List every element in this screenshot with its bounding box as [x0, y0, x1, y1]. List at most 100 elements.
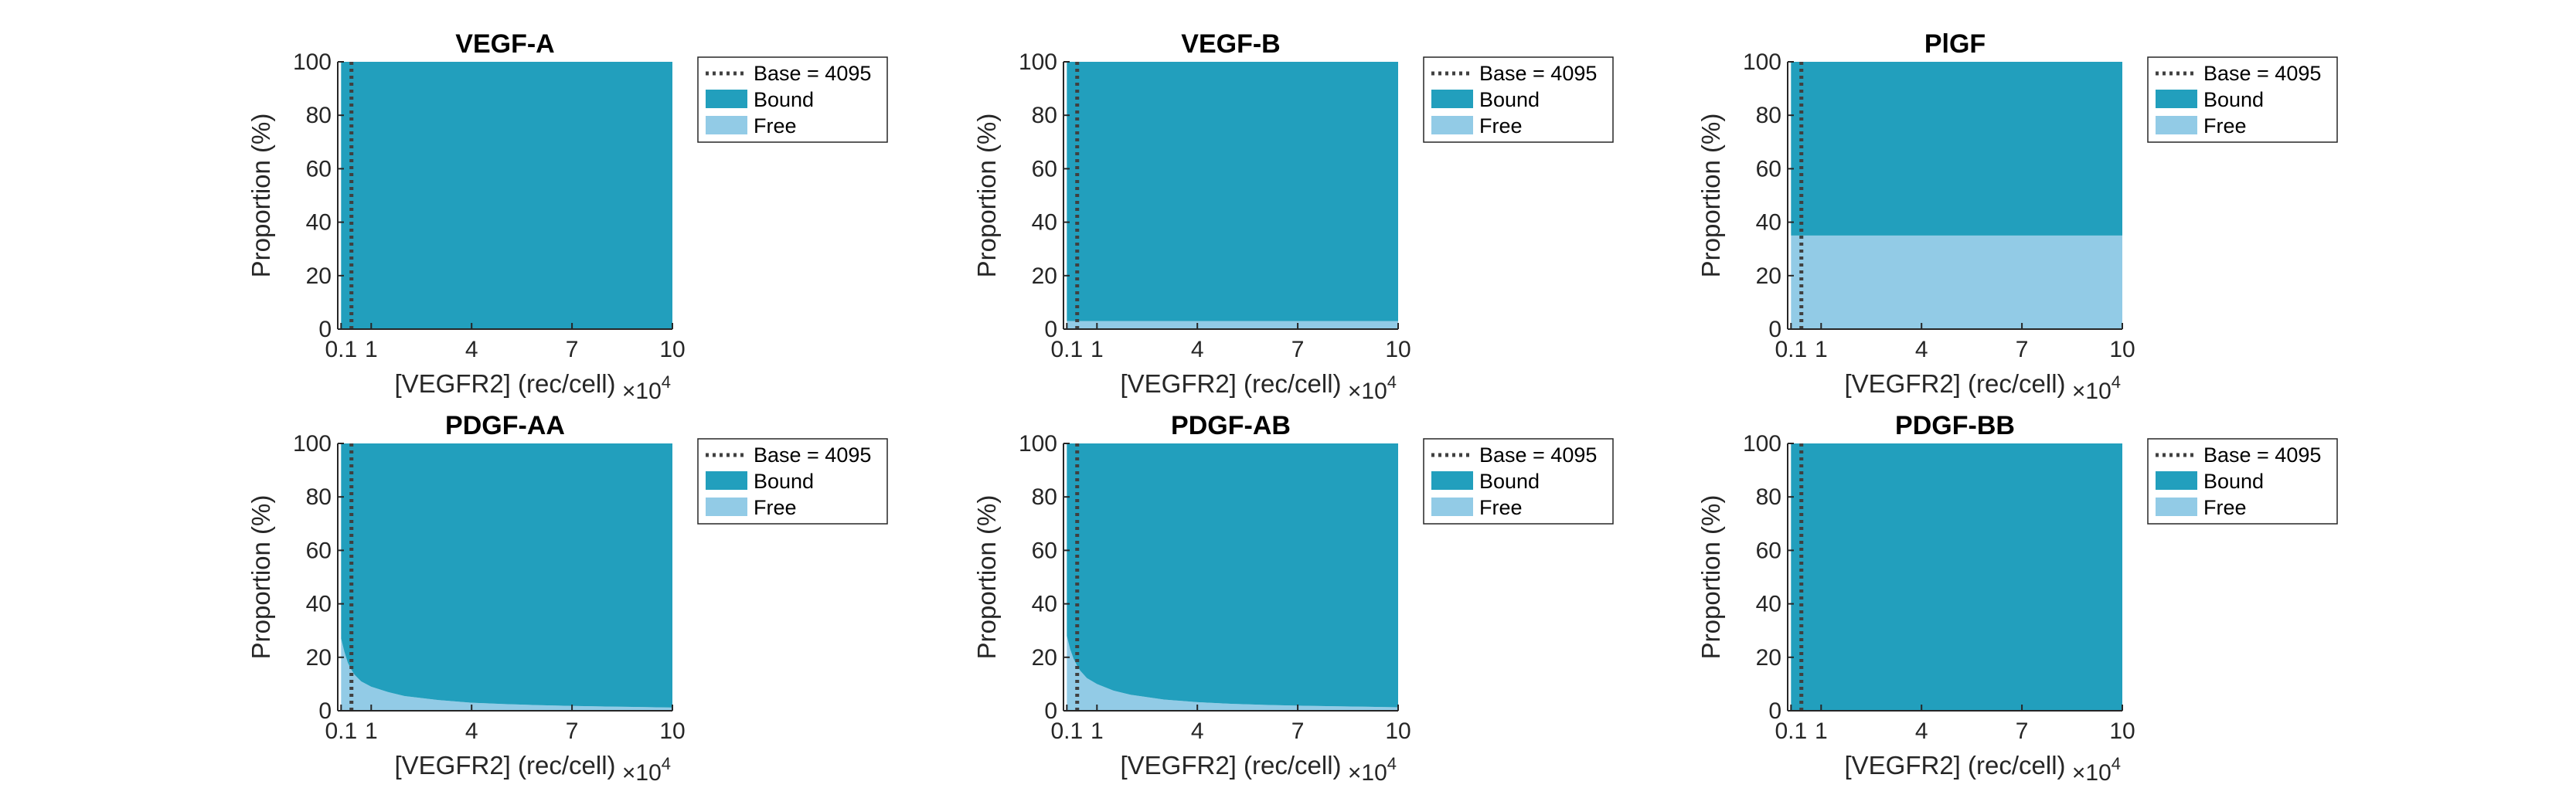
x-tick-label: 4 [1915, 718, 1928, 744]
legend-free-label: Free [1479, 114, 1523, 138]
x-axis-exponent-power: 4 [1387, 754, 1397, 773]
y-axis-label: Proportion (%) [972, 114, 1001, 278]
legend-free-label: Free [754, 496, 797, 519]
x-axis-exponent: ×104 [622, 754, 671, 786]
legend-free-swatch [1431, 116, 1473, 134]
y-tick-label: 60 [1032, 538, 1057, 563]
x-tick-label: 4 [1191, 718, 1204, 744]
y-tick-label: 60 [306, 538, 332, 563]
x-tick-label: 7 [566, 718, 579, 744]
legend-bound-swatch [2156, 90, 2197, 108]
x-tick-label: 1 [1815, 337, 1828, 362]
bound-area [1067, 62, 1398, 321]
y-tick-label: 20 [1032, 645, 1057, 671]
y-tick-label: 80 [1032, 484, 1057, 510]
x-tick-label: 7 [2016, 337, 2029, 362]
y-axis-label: Proportion (%) [247, 495, 275, 660]
y-tick-label: 20 [306, 263, 332, 289]
x-tick-label: 0.1 [1775, 718, 1807, 744]
legend-free-swatch [2156, 498, 2197, 516]
legend-bound-label: Bound [2203, 88, 2264, 111]
subplot-title: PlGF [1924, 29, 1986, 59]
legend-bound-swatch [706, 471, 747, 490]
bound-area [1791, 62, 2122, 236]
y-tick-label: 60 [1756, 538, 1781, 563]
y-tick-label: 0 [318, 698, 332, 724]
x-axis-exponent: ×104 [2072, 372, 2121, 404]
x-axis-exponent-power: 4 [662, 372, 671, 392]
x-tick-label: 4 [1191, 337, 1204, 362]
legend-free-swatch [706, 498, 747, 516]
x-tick-label: 1 [1815, 718, 1828, 744]
x-tick-label: 4 [465, 337, 478, 362]
x-axis-exponent: ×104 [1348, 372, 1397, 404]
x-tick-label: 1 [365, 718, 378, 744]
y-tick-label: 20 [1032, 263, 1057, 289]
x-axis-exponent-base: ×10 [622, 379, 662, 404]
x-tick-label: 4 [1915, 337, 1928, 362]
x-tick-label: 0.1 [325, 718, 357, 744]
y-tick-label: 0 [318, 317, 332, 342]
y-tick-label: 60 [1032, 156, 1057, 182]
legend-free-swatch [706, 116, 747, 134]
x-axis-label: [VEGFR2] (rec/cell) [1844, 751, 2065, 780]
y-tick-label: 40 [1032, 210, 1057, 236]
legend-bound-label: Bound [754, 470, 814, 493]
x-axis-exponent-power: 4 [662, 754, 671, 773]
x-tick-label: 10 [659, 337, 685, 362]
x-axis-exponent-power: 4 [1387, 372, 1397, 392]
subplot-title: PDGF-BB [1895, 411, 2015, 440]
legend-free-label: Free [1479, 496, 1523, 519]
legend-bound-label: Bound [1479, 88, 1540, 111]
x-tick-label: 0.1 [1050, 337, 1083, 362]
legend-free-label: Free [754, 114, 797, 138]
y-axis-label: Proportion (%) [1696, 495, 1725, 660]
y-tick-label: 100 [293, 431, 332, 457]
y-axis-label: Proportion (%) [972, 495, 1001, 660]
y-tick-label: 60 [306, 156, 332, 182]
legend-bound-swatch [2156, 471, 2197, 490]
free-area [1067, 321, 1398, 329]
y-tick-label: 80 [1756, 484, 1781, 510]
x-tick-label: 4 [465, 718, 478, 744]
free-area [341, 638, 672, 711]
legend-free-label: Free [2203, 496, 2247, 519]
x-tick-label: 10 [2109, 337, 2135, 362]
y-tick-label: 80 [1756, 103, 1781, 128]
legend-bound-label: Bound [754, 88, 814, 111]
y-tick-label: 80 [306, 103, 332, 128]
x-tick-label: 0.1 [1775, 337, 1807, 362]
legend-base-label: Base = 4095 [2203, 443, 2321, 467]
legend-free-swatch [2156, 116, 2197, 134]
y-tick-label: 0 [1044, 317, 1057, 342]
y-tick-label: 40 [1032, 592, 1057, 617]
y-tick-label: 0 [1768, 317, 1781, 342]
x-tick-label: 7 [2016, 718, 2029, 744]
x-tick-label: 0.1 [1050, 718, 1083, 744]
y-tick-label: 100 [1743, 49, 1781, 75]
legend-base-label: Base = 4095 [754, 443, 871, 467]
y-tick-label: 0 [1044, 698, 1057, 724]
legend-free-swatch [1431, 498, 1473, 516]
x-axis-exponent-base: ×10 [622, 760, 662, 786]
x-tick-label: 10 [1385, 718, 1411, 744]
x-tick-label: 7 [566, 337, 579, 362]
legend-bound-swatch [1431, 90, 1473, 108]
legend-bound-swatch [706, 90, 747, 108]
x-tick-label: 1 [365, 337, 378, 362]
x-axis-exponent-base: ×10 [2072, 760, 2112, 786]
y-tick-label: 0 [1768, 698, 1781, 724]
legend-base-label: Base = 4095 [2203, 62, 2321, 85]
x-tick-label: 10 [2109, 718, 2135, 744]
bound-area [341, 62, 672, 329]
y-axis-label: Proportion (%) [1696, 114, 1725, 278]
x-axis-label: [VEGFR2] (rec/cell) [1844, 369, 2065, 398]
y-tick-label: 40 [306, 592, 332, 617]
legend-free-label: Free [2203, 114, 2247, 138]
x-axis-exponent-power: 4 [2112, 754, 2121, 773]
